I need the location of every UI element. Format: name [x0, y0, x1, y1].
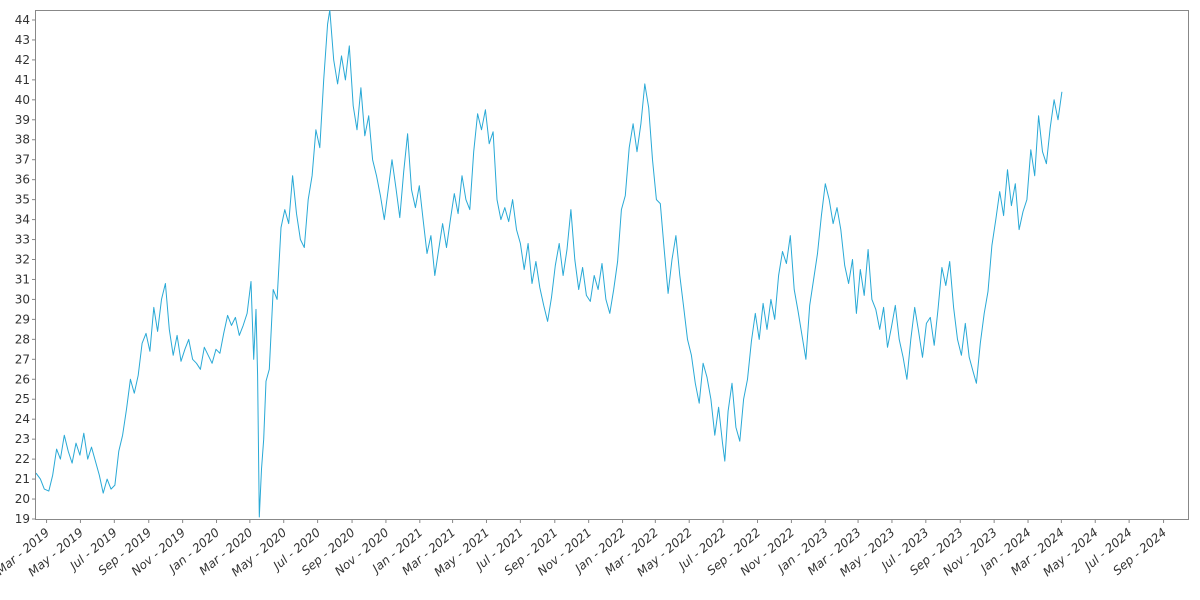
y-tick-label: 27: [15, 352, 30, 366]
y-tick-label: 37: [15, 153, 30, 167]
y-axis: 19 20 21 22 23 24 25 26 27 28 29 30 31 32 33 34 35 36 37 38…: [15, 13, 36, 526]
y-tick-label: 31: [15, 272, 30, 286]
y-tick-label: 20: [15, 492, 30, 506]
y-tick-label: 29: [15, 312, 30, 326]
y-tick-label: 40: [15, 93, 30, 107]
y-tick-label: 41: [15, 73, 30, 87]
y-tick-label: 30: [15, 292, 30, 306]
y-tick-label: 33: [15, 233, 30, 247]
y-tick-label: 21: [15, 472, 30, 486]
y-tick-label: 43: [15, 33, 30, 47]
y-tick-label: 39: [15, 113, 30, 127]
series-layer: [36, 10, 1063, 518]
y-tick-label: 19: [15, 512, 30, 526]
y-tick-label: 26: [15, 372, 30, 386]
y-tick-label: 25: [15, 392, 30, 406]
y-tick-label: 23: [15, 432, 30, 446]
y-tick-label: 28: [15, 332, 30, 346]
y-tick-label: 36: [15, 173, 30, 187]
y-tick-label: 44: [15, 13, 30, 27]
y-tick-label: 35: [15, 193, 30, 207]
y-tick-label: 22: [15, 452, 30, 466]
plot-area-frame: [35, 10, 1189, 520]
y-tick-label: 42: [15, 53, 30, 67]
y-tick-label: 38: [15, 133, 30, 147]
y-tick-label: 34: [15, 213, 30, 227]
series-line-0: [36, 10, 1063, 518]
y-tick-label: 32: [15, 253, 30, 267]
y-tick-label: 24: [15, 412, 30, 426]
